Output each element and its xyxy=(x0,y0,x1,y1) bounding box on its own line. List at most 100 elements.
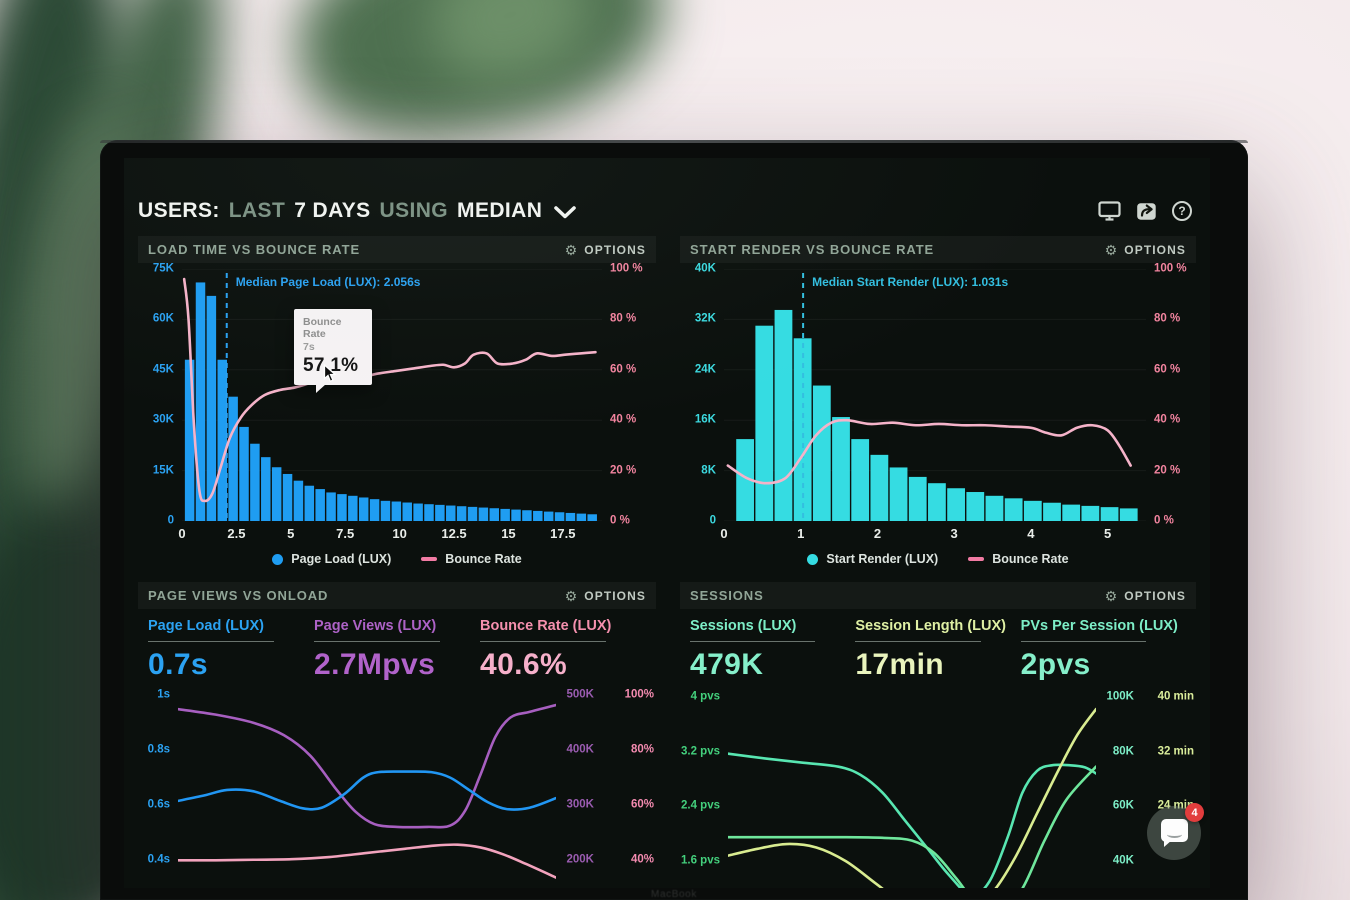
y-tick: 60K xyxy=(152,312,174,325)
panel-title: PAGE VIEWS VS ONLOAD xyxy=(148,588,329,603)
legend-line-swatch xyxy=(421,557,438,561)
median-annotation: Median Start Render (LUX): 1.031s xyxy=(812,275,1009,289)
panel-sessions: SESSIONS ⚙ OPTIONS Sessions (LUX) 479K xyxy=(680,582,1196,888)
y-tick: 400K xyxy=(566,743,595,756)
chevron-down-icon xyxy=(554,201,577,225)
chart-area: 1s 0.8s 0.6s 0.4s 500K 100% 400K 80% 300K 60% 200… xyxy=(138,689,656,888)
y-tick: 40 min xyxy=(1157,690,1194,703)
chart-legend: Page Load (LUX) Bounce Rate xyxy=(138,552,656,566)
options-label: OPTIONS xyxy=(1124,588,1186,603)
metric-underline xyxy=(314,641,440,642)
notification-badge: 4 xyxy=(1185,803,1204,822)
y-tick: 20 % xyxy=(610,463,637,476)
y-tick: 100 % xyxy=(1154,262,1187,275)
y-tick: 80 % xyxy=(1154,312,1181,325)
y-tick: 24K xyxy=(694,363,716,376)
metric-pvs-per-session: PVs Per Session (LUX) 2pvs xyxy=(1020,618,1186,682)
y-tick: 100K xyxy=(1106,690,1135,703)
panel-page-views-vs-onload: PAGE VIEWS VS ONLOAD ⚙ OPTIONS Page Load… xyxy=(138,582,656,888)
metric-value: 17min xyxy=(855,648,945,681)
y-tick: 16K xyxy=(694,413,716,426)
gear-icon: ⚙ xyxy=(1104,241,1119,258)
y-tick: 15K xyxy=(152,463,174,476)
chart-area: 75K 60K 45K 30K 15K 0 Median Page Load (LUX):… xyxy=(138,262,656,541)
options-button[interactable]: ⚙ OPTIONS xyxy=(1105,589,1186,603)
y-tick: 0.6s xyxy=(147,798,170,811)
x-axis: 0 1 2 3 4 5 xyxy=(720,526,1146,548)
panel-grid: LOAD TIME VS BOUNCE RATE ⚙ OPTIONS 75K 60… xyxy=(124,234,1210,888)
metric-label: PVs Per Session (LUX) xyxy=(1020,618,1178,634)
y-tick: 0 xyxy=(167,514,174,527)
metric-label: Session Length (LUX) xyxy=(855,618,1006,634)
metric-label: Page Load (LUX) xyxy=(148,618,265,634)
gear-icon: ⚙ xyxy=(564,241,579,258)
panel-title: START RENDER VS BOUNCE RATE xyxy=(690,242,935,257)
start-render-plot: Median Start Render (LUX): 1.031s 0 1 2 3 4 5 xyxy=(720,269,1146,541)
metric-page-views: Page Views (LUX) 2.7Mpvs xyxy=(314,618,480,682)
options-button[interactable]: ⚙ OPTIONS xyxy=(565,589,646,603)
metric-underline xyxy=(855,641,981,642)
x-tick: 2 xyxy=(873,526,882,541)
x-tick: 7.5 xyxy=(336,526,355,541)
y-tick: 0.4s xyxy=(147,853,170,866)
y-axis-left: 75K 60K 45K 30K 15K 0 xyxy=(138,262,182,526)
y-tick: 1.6 pvs xyxy=(681,854,720,867)
chart-area: 4 pvs 3.2 pvs 2.4 pvs 1.6 pvs 100K 40 min 80K… xyxy=(680,690,1196,888)
y-tick: 60 % xyxy=(1154,363,1181,376)
legend-item[interactable]: Bounce Rate xyxy=(421,552,522,566)
legend-label: Page Load (LUX) xyxy=(291,552,392,566)
panel-title: SESSIONS xyxy=(690,588,764,603)
y-tick-row: 60K 24 min xyxy=(1096,800,1196,812)
title-7-days: 7 DAYS xyxy=(294,199,371,222)
metric-label: Sessions (LUX) xyxy=(690,618,797,634)
help-icon[interactable]: ? xyxy=(1172,201,1192,221)
panel-header: LOAD TIME VS BOUNCE RATE ⚙ OPTIONS xyxy=(138,236,656,263)
legend-dot-swatch xyxy=(272,553,284,565)
display-icon[interactable] xyxy=(1098,201,1121,221)
legend-item[interactable]: Start Render (LUX) xyxy=(807,552,938,566)
y-tick: 2.4 pvs xyxy=(681,799,720,812)
y-axis-left: 4 pvs 3.2 pvs 2.4 pvs 1.6 pvs xyxy=(680,690,728,888)
options-label: OPTIONS xyxy=(584,588,646,603)
users-timeframe-dropdown[interactable]: USERS: LAST 7 DAYS USING MEDIAN xyxy=(138,198,577,225)
legend-item[interactable]: Bounce Rate xyxy=(968,552,1069,566)
laptop-brand-logo: MacBook xyxy=(651,889,697,900)
y-tick-row: 400K 80% xyxy=(556,744,656,756)
page-views-plot xyxy=(178,690,556,888)
options-button[interactable]: ⚙ OPTIONS xyxy=(1105,243,1186,257)
y-tick: 45K xyxy=(152,363,174,376)
legend-label: Bounce Rate xyxy=(445,552,522,566)
legend-dot-swatch xyxy=(807,553,819,565)
y-tick-row: 80K 32 min xyxy=(1096,745,1196,757)
panel-start-render-vs-bounce-rate: START RENDER VS BOUNCE RATE ⚙ OPTIONS 40… xyxy=(680,236,1196,566)
x-tick: 12.5 xyxy=(441,526,467,541)
metric-sessions: Sessions (LUX) 479K xyxy=(690,618,855,682)
y-axis-left: 40K 32K 24K 16K 8K 0 xyxy=(680,262,724,526)
x-tick: 2.5 xyxy=(227,526,246,541)
load-time-histogram xyxy=(182,269,602,521)
share-icon[interactable] xyxy=(1136,201,1157,221)
x-tick: 0 xyxy=(178,526,186,541)
y-tick: 60 % xyxy=(610,363,637,376)
y-tick: 40% xyxy=(630,853,654,866)
x-tick: 0 xyxy=(720,526,728,541)
options-button[interactable]: ⚙ OPTIONS xyxy=(565,243,646,257)
legend-label: Start Render (LUX) xyxy=(826,552,939,566)
y-tick: 80 % xyxy=(610,312,637,325)
legend-item[interactable]: Page Load (LUX) xyxy=(272,552,391,566)
chat-smile-icon xyxy=(1167,831,1182,838)
y-axis-right: 100K 40 min 80K 32 min 60K 24 min 40K xyxy=(1096,690,1196,888)
metric-session-length: Session Length (LUX) 17min xyxy=(855,618,1020,682)
chat-bubble-icon xyxy=(1161,819,1188,847)
tooltip-series-label: Bounce Rate xyxy=(303,316,342,340)
y-tick: 75K xyxy=(152,262,174,275)
header-icons: ? xyxy=(1098,201,1192,221)
legend-label: Bounce Rate xyxy=(992,552,1069,566)
chat-widget-button[interactable]: 4 xyxy=(1147,803,1204,860)
y-tick-row: 300K 60% xyxy=(556,798,656,810)
panel-header: START RENDER VS BOUNCE RATE ⚙ OPTIONS xyxy=(680,236,1196,263)
y-tick: 3.2 pvs xyxy=(681,744,720,757)
laptop: USERS: LAST 7 DAYS USING MEDIAN xyxy=(100,140,1248,900)
panel-header: PAGE VIEWS VS ONLOAD ⚙ OPTIONS xyxy=(138,582,656,609)
metric-bounce-rate: Bounce Rate (LUX) 40.6% xyxy=(480,618,646,682)
